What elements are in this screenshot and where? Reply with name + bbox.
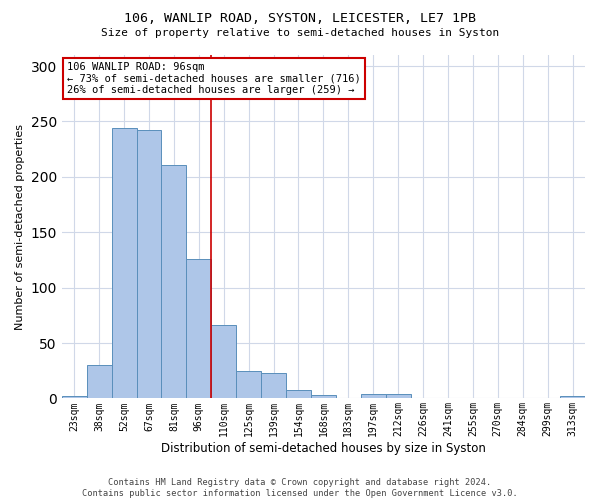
Bar <box>137 130 161 398</box>
Bar <box>187 259 211 398</box>
Bar <box>236 370 261 398</box>
Bar <box>311 395 336 398</box>
Bar <box>112 128 137 398</box>
Text: 106, WANLIP ROAD, SYSTON, LEICESTER, LE7 1PB: 106, WANLIP ROAD, SYSTON, LEICESTER, LE7… <box>124 12 476 26</box>
Y-axis label: Number of semi-detached properties: Number of semi-detached properties <box>15 124 25 330</box>
Bar <box>62 396 87 398</box>
Text: 106 WANLIP ROAD: 96sqm
← 73% of semi-detached houses are smaller (716)
26% of se: 106 WANLIP ROAD: 96sqm ← 73% of semi-det… <box>67 62 361 95</box>
Bar <box>560 396 585 398</box>
Text: Contains HM Land Registry data © Crown copyright and database right 2024.
Contai: Contains HM Land Registry data © Crown c… <box>82 478 518 498</box>
Bar <box>286 390 311 398</box>
Bar <box>161 164 187 398</box>
Bar <box>361 394 386 398</box>
Bar <box>386 394 410 398</box>
Bar <box>87 365 112 398</box>
Bar <box>261 373 286 398</box>
X-axis label: Distribution of semi-detached houses by size in Syston: Distribution of semi-detached houses by … <box>161 442 486 455</box>
Bar <box>211 326 236 398</box>
Text: Size of property relative to semi-detached houses in Syston: Size of property relative to semi-detach… <box>101 28 499 38</box>
